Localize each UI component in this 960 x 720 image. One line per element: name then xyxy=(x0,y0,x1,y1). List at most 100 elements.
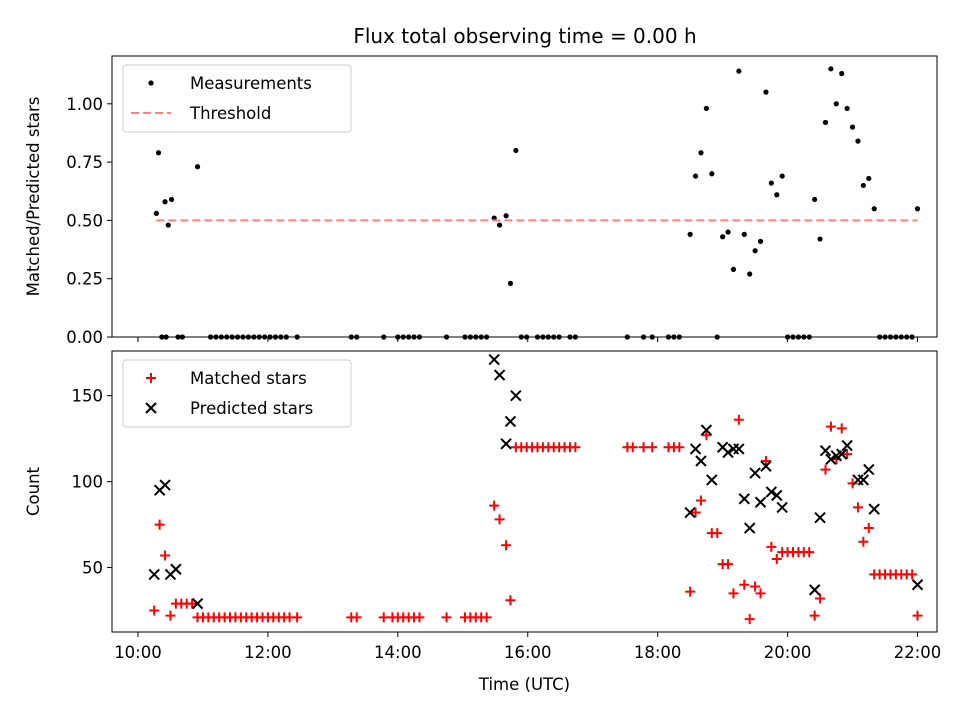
measurement-point xyxy=(822,119,829,126)
predicted-star-point xyxy=(695,455,707,467)
measurement-point xyxy=(698,150,704,156)
matched-star-point xyxy=(858,536,869,547)
x-axis-label: Time (UTC) xyxy=(478,675,570,694)
measurement-point xyxy=(400,334,406,340)
legend xyxy=(122,64,352,133)
matched-star-point xyxy=(760,455,771,466)
measurement-point xyxy=(416,334,423,340)
measurement-point xyxy=(730,266,737,272)
predicted-star-point xyxy=(868,503,880,515)
measurement-point xyxy=(251,334,257,340)
measurement-point xyxy=(545,334,551,340)
measurement-point xyxy=(179,334,185,340)
measurement-point xyxy=(159,334,165,340)
measurement-point xyxy=(709,171,715,177)
measurement-point xyxy=(839,70,845,77)
matched-star-point xyxy=(755,588,766,599)
measurement-point xyxy=(692,173,699,179)
measurement-point xyxy=(556,334,562,340)
measurement-point xyxy=(752,248,758,254)
matched-star-point xyxy=(842,449,853,460)
predicted-star-point xyxy=(170,563,182,575)
predicted-star-point xyxy=(911,579,924,591)
predicted-star-point xyxy=(841,439,853,452)
matched-star-point xyxy=(154,519,165,530)
matched-star-point xyxy=(815,593,826,604)
predicted-star-point xyxy=(852,474,864,486)
measurement-point xyxy=(551,334,557,340)
y-tick-label: 0.75 xyxy=(66,153,103,172)
measurement-point xyxy=(624,334,630,340)
predicted-star-point xyxy=(771,489,783,502)
measurement-point xyxy=(175,334,181,340)
matched-star-point xyxy=(907,569,918,580)
y-tick-label: 1.00 xyxy=(66,95,103,114)
measurement-point xyxy=(272,334,279,340)
measurement-point xyxy=(168,196,175,203)
matched-star-point xyxy=(690,507,701,518)
matched-star-point xyxy=(771,553,782,564)
matched-star-point xyxy=(712,528,723,539)
matched-star-point xyxy=(292,612,303,623)
measurement-point xyxy=(741,231,747,237)
matched-star-point xyxy=(647,442,658,453)
measurement-point xyxy=(855,138,861,144)
matched-star-point xyxy=(804,547,815,558)
predicted-star-point xyxy=(148,568,160,581)
matched-star-point xyxy=(378,612,389,623)
matched-star-point xyxy=(414,612,425,623)
predicted-star-point xyxy=(836,448,848,460)
predicted-star-point xyxy=(825,453,837,465)
predicted-star-point xyxy=(191,597,204,610)
predicted-star-point xyxy=(738,493,750,505)
measurement-point xyxy=(165,222,171,228)
measurement-point xyxy=(218,334,224,340)
measurement-point xyxy=(507,280,514,286)
measurement-point xyxy=(234,334,241,340)
measurement-point xyxy=(256,334,262,340)
measurement-point xyxy=(833,101,839,107)
predicted-star-point xyxy=(706,474,718,486)
measurement-point xyxy=(278,334,284,340)
measurement-point xyxy=(155,150,162,156)
matched-star-point xyxy=(739,579,750,590)
predicted-star-point xyxy=(743,522,756,534)
measurement-point xyxy=(411,334,417,340)
predicted-star-point xyxy=(722,446,734,459)
chart-title: Flux total observing time = 0.00 h xyxy=(353,24,696,48)
measurement-point xyxy=(882,334,888,340)
x-tick-label: 18:00 xyxy=(634,643,682,662)
measurement-point xyxy=(567,334,573,340)
measurement-point xyxy=(871,206,877,212)
measurement-point xyxy=(163,334,169,340)
measurement-point xyxy=(687,231,693,237)
matched-star-point xyxy=(723,559,734,570)
measurement-point xyxy=(817,236,823,242)
matched-star-point xyxy=(852,502,863,513)
measurement-point xyxy=(898,334,904,340)
y-tick-label: 150 xyxy=(72,387,104,406)
axes-frame xyxy=(111,350,938,633)
measurement-point xyxy=(283,334,289,340)
predicted-star-point xyxy=(765,486,778,498)
matched-star-point xyxy=(165,610,176,621)
measurement-point xyxy=(540,334,546,340)
measurement-point xyxy=(784,334,791,340)
legend-dot-marker xyxy=(148,80,154,86)
measurement-point xyxy=(877,334,883,340)
measurement-point xyxy=(213,334,219,340)
measurement-point xyxy=(262,334,268,340)
legend-plus-marker xyxy=(146,373,156,383)
matched-star-point xyxy=(351,612,362,623)
matched-star-point xyxy=(744,614,755,625)
matched-star-point xyxy=(847,478,858,489)
measurement-point xyxy=(406,334,412,340)
measurement-point xyxy=(736,68,742,74)
x-tick-label: 22:00 xyxy=(894,643,942,662)
matched-star-point xyxy=(505,595,516,606)
matched-star-point xyxy=(750,581,761,592)
measurement-point xyxy=(671,334,677,340)
measurement-point xyxy=(795,334,802,340)
predicted-star-point xyxy=(749,467,761,479)
